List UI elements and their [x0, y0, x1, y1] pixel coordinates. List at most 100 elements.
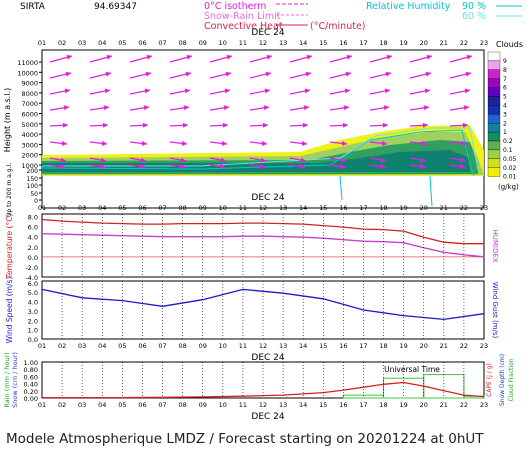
p2-hour-04: 04	[98, 204, 106, 212]
p3-ylabel-right: Wind Gust (m/s)	[491, 282, 499, 339]
humidex-line	[41, 233, 485, 258]
top-hour-10: 10	[219, 39, 227, 47]
colorbar-label-3: 6	[503, 85, 507, 92]
date-label-p4: DEC 24	[251, 353, 284, 363]
colorbar-label-5: 4	[503, 103, 507, 110]
colorbar-label-12: 0.02	[503, 165, 517, 172]
p4bot-hour-04: 04	[98, 401, 106, 409]
wind-arrow-head	[384, 88, 390, 94]
wind-arrow-head	[340, 157, 346, 163]
legend-isotherm: 0°C isotherm	[204, 1, 266, 12]
colorbar-swatch	[487, 51, 501, 62]
p4bot-hour-08: 08	[178, 401, 186, 409]
p2-hour-12: 12	[259, 204, 267, 212]
top-hour-09: 09	[199, 39, 207, 47]
wind-arrow-head	[346, 54, 352, 60]
p2-hour-17: 17	[359, 204, 367, 212]
wind-arrow-head	[106, 54, 112, 60]
colorbar-label-0: 9	[503, 58, 507, 65]
wind-arrow-head	[102, 122, 108, 128]
wind-arrow-head	[141, 140, 147, 146]
wind-arrow-head	[299, 163, 305, 169]
top-hour-01: 01	[38, 39, 46, 47]
p4-ylabel-rain: Rain (mm / hour)	[3, 352, 11, 407]
p3-ytick-4: 2.0	[28, 317, 38, 325]
p4bot-hour-13: 13	[279, 401, 287, 409]
wind-arrow-head	[144, 88, 150, 94]
p1-ylabel: Height (m a.s.l.)	[3, 88, 12, 153]
p3-ytick-1: 5.0	[28, 289, 38, 297]
p4top-hour-11: 11	[239, 342, 247, 350]
p2-ytick-6: -4.0	[25, 274, 38, 282]
p1-ylabel-low-100: 100	[27, 183, 39, 190]
colorbar-swatch	[487, 123, 501, 133]
p4top-hour-10: 10	[219, 342, 227, 350]
top-hour-15: 15	[319, 39, 327, 47]
wind-line	[41, 288, 485, 321]
p2-ylabel: Temperature (°C)	[5, 214, 14, 280]
p4-ytick-1: 0.80	[24, 366, 38, 374]
p4top-hour-15: 15	[319, 342, 327, 350]
top-hour-16: 16	[339, 39, 347, 47]
p4top-hour-07: 07	[158, 342, 166, 350]
p2-hour-18: 18	[379, 204, 387, 212]
p1-ylabel-11000: 11000	[17, 59, 38, 67]
wind-arrow-head	[422, 122, 428, 128]
p3-ytick-6: 0.0	[28, 336, 38, 344]
panel2-frame	[41, 213, 485, 278]
p4-ylabel-snow: Snow (cm / hour)	[11, 352, 19, 408]
wind-arrow-head	[104, 88, 110, 94]
wind-arrow-head	[219, 163, 225, 169]
wind-arrow-head	[222, 122, 228, 128]
wind-arrow-head	[466, 54, 472, 60]
p2-hour-06: 06	[138, 204, 146, 212]
p4top-hour-09: 09	[199, 342, 207, 350]
colorbar-label-1: 8	[503, 67, 507, 74]
p1-ylabel-8000: 8000	[21, 90, 38, 98]
colorbar-swatch	[487, 140, 501, 151]
rain-line	[42, 381, 485, 399]
p2-ytick-2: 4.0	[28, 234, 38, 242]
wind-arrow-head	[180, 157, 186, 163]
top-hour-19: 19	[399, 39, 407, 47]
p4bot-hour-23: 23	[480, 401, 488, 409]
wind-arrow-head	[379, 163, 385, 169]
wind-arrow-head	[459, 163, 465, 169]
p4bot-hour-03: 03	[78, 401, 86, 409]
wind-arrow-head	[64, 88, 70, 94]
colorbar-label-2: 7	[503, 76, 507, 83]
wind-arrow-head	[142, 122, 148, 128]
date-label-p2: DEC 24	[251, 193, 284, 203]
wind-arrow-head	[224, 88, 230, 94]
legend-snow-rain: Snow-Rain Limit	[204, 11, 281, 22]
p2-hour-11: 11	[239, 204, 247, 212]
wind-arrow-head	[300, 157, 306, 163]
wind-arrow-head	[184, 88, 190, 94]
p2-hour-19: 19	[399, 204, 407, 212]
top-hour-23: 23	[480, 39, 488, 47]
wind-arrow-head	[301, 140, 307, 146]
p2-hour-08: 08	[178, 204, 186, 212]
wind-arrow-head	[182, 122, 188, 128]
p4bot-hour-18: 18	[379, 401, 387, 409]
footer-caption: Modele Atmospherique LMDZ / Forecast sta…	[6, 431, 484, 447]
colorbar-swatch	[487, 114, 501, 124]
wind-arrow-head	[343, 105, 349, 111]
wind-arrow-head	[63, 105, 69, 111]
wind-arrow-head	[460, 157, 466, 163]
clouds-unit: (g/kg)	[498, 183, 519, 191]
p4bot-hour-22: 22	[460, 401, 468, 409]
p4-ytick-5: 0.00	[24, 395, 38, 403]
p4top-hour-14: 14	[299, 342, 307, 350]
p2-hour-20: 20	[420, 204, 428, 212]
p2-hour-05: 05	[118, 204, 126, 212]
top-hour-12: 12	[259, 39, 267, 47]
wind-arrow-head	[179, 163, 185, 169]
p2-hour-03: 03	[78, 204, 86, 212]
colorbar-swatch	[487, 131, 501, 142]
p2-hour-15: 15	[319, 204, 327, 212]
colorbar-swatch	[487, 96, 501, 106]
p4top-hour-02: 02	[58, 342, 66, 350]
p2-hour-01: 01	[38, 204, 46, 212]
p2-hour-14: 14	[299, 204, 307, 212]
